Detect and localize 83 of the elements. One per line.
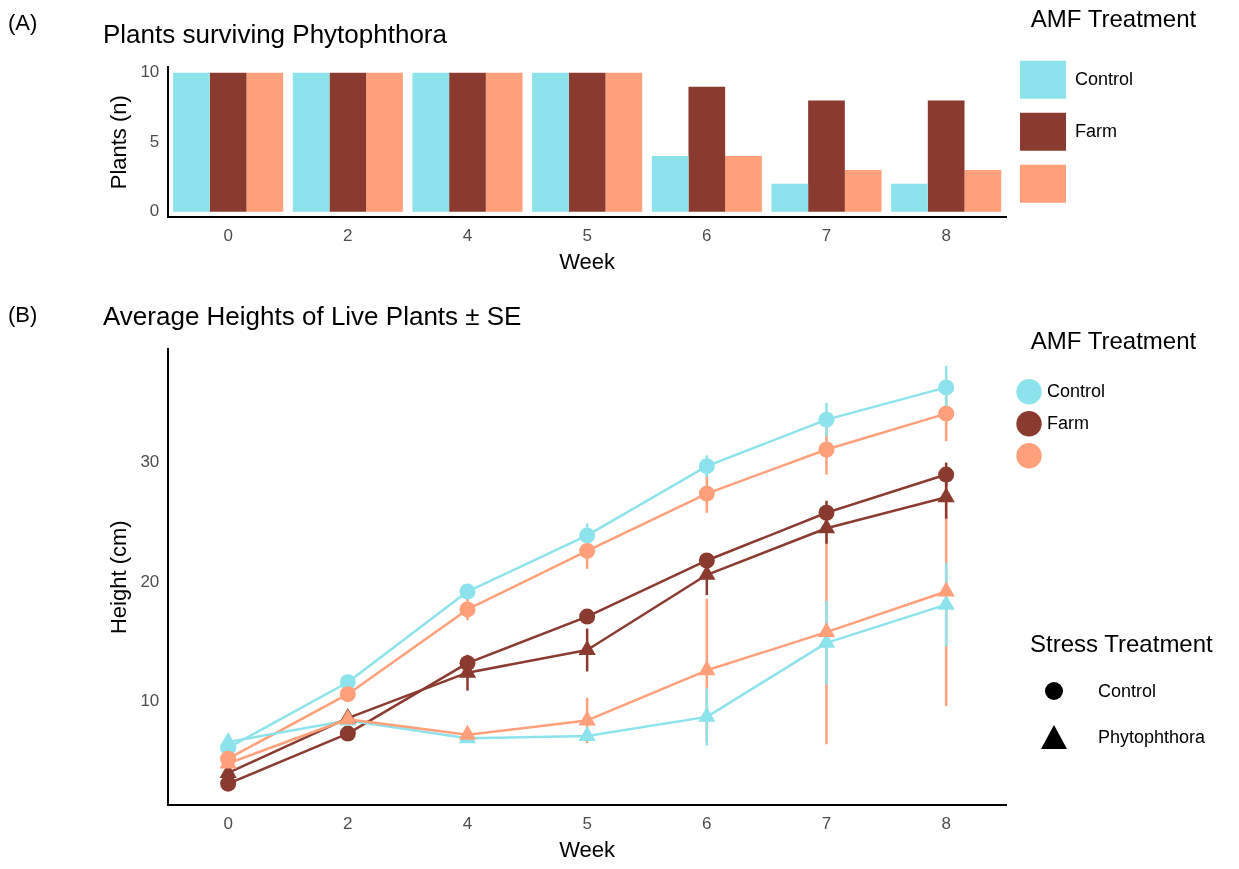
point bbox=[698, 706, 716, 722]
point bbox=[938, 405, 955, 422]
bar bbox=[771, 183, 809, 212]
point bbox=[459, 601, 476, 618]
bar bbox=[605, 72, 643, 212]
x-tick-label: 6 bbox=[702, 226, 712, 246]
y-axis-title: Height (cm) bbox=[106, 520, 132, 635]
bar bbox=[209, 72, 247, 212]
bar bbox=[485, 72, 523, 212]
x-axis-title: Week bbox=[559, 836, 617, 862]
bar bbox=[173, 72, 210, 212]
point bbox=[578, 725, 596, 741]
text: Stress Treatment bbox=[1030, 630, 1213, 658]
x-tick-label: 4 bbox=[462, 814, 473, 834]
y-tick-label: 10 bbox=[140, 62, 160, 82]
bar bbox=[246, 72, 284, 212]
point bbox=[698, 660, 716, 676]
point bbox=[579, 608, 596, 625]
bar bbox=[927, 100, 965, 212]
legend-label: Farm bbox=[1047, 412, 1089, 433]
point bbox=[818, 504, 835, 521]
x-tick-label: 7 bbox=[821, 226, 832, 246]
y-tick-label: 30 bbox=[140, 452, 160, 472]
point bbox=[938, 466, 955, 483]
legend-title: AMF Treatment bbox=[1030, 326, 1197, 354]
y-tick-label: 10 bbox=[140, 691, 160, 711]
chart-title: Plants surviving Phytophthora bbox=[103, 18, 448, 49]
legend-label: Control bbox=[1047, 380, 1106, 401]
bar bbox=[532, 72, 569, 212]
x-tick-label: 2 bbox=[343, 814, 353, 834]
bar bbox=[688, 86, 726, 212]
point bbox=[937, 581, 955, 597]
point bbox=[937, 594, 955, 610]
legend-label: Control bbox=[1075, 68, 1134, 89]
y-tick-label: 0 bbox=[149, 201, 160, 221]
y-tick-label: 20 bbox=[140, 571, 160, 591]
x-axis-title: Week bbox=[559, 248, 617, 274]
bar bbox=[844, 169, 882, 212]
legend-title: AMF Treatment bbox=[1030, 4, 1197, 32]
y-tick-label: 5 bbox=[149, 131, 160, 151]
x-tick-label: 7 bbox=[821, 814, 832, 834]
x-tick-label: 5 bbox=[582, 226, 592, 246]
y-axis-title: Plants (n) bbox=[106, 95, 132, 190]
bar bbox=[329, 72, 367, 212]
bar bbox=[964, 169, 1002, 212]
point bbox=[818, 411, 835, 428]
bar bbox=[725, 156, 762, 212]
point bbox=[579, 527, 596, 544]
point bbox=[937, 487, 955, 503]
bar bbox=[891, 183, 928, 212]
bar bbox=[292, 72, 330, 212]
point bbox=[938, 379, 955, 396]
x-tick-label: 6 bbox=[702, 814, 712, 834]
point bbox=[578, 710, 596, 726]
bar bbox=[808, 100, 845, 212]
bar bbox=[568, 72, 606, 212]
bar bbox=[366, 72, 403, 212]
x-tick-label: 8 bbox=[941, 226, 951, 246]
point bbox=[459, 583, 476, 600]
text: Control bbox=[1098, 680, 1157, 702]
point bbox=[578, 640, 596, 656]
point bbox=[698, 552, 715, 569]
x-tick-label: 0 bbox=[223, 814, 233, 834]
point bbox=[698, 458, 715, 475]
point bbox=[698, 485, 715, 502]
bar bbox=[412, 72, 450, 212]
bar bbox=[651, 156, 689, 212]
text: Phytophthora bbox=[1098, 726, 1206, 748]
x-tick-label: 4 bbox=[462, 226, 473, 246]
point bbox=[458, 724, 477, 740]
legend-label: Farm bbox=[1075, 120, 1117, 141]
text: (B) bbox=[8, 302, 38, 328]
point bbox=[579, 542, 596, 559]
x-tick-label: 5 bbox=[582, 814, 592, 834]
bar bbox=[449, 72, 486, 212]
point bbox=[817, 622, 836, 638]
chart-title: Average Heights of Live Plants ± SE bbox=[103, 300, 522, 331]
point bbox=[818, 441, 835, 458]
text: (A) bbox=[8, 10, 38, 36]
x-tick-label: 2 bbox=[343, 226, 353, 246]
x-tick-label: 0 bbox=[223, 226, 233, 246]
x-tick-label: 8 bbox=[941, 814, 951, 834]
point bbox=[219, 731, 237, 747]
